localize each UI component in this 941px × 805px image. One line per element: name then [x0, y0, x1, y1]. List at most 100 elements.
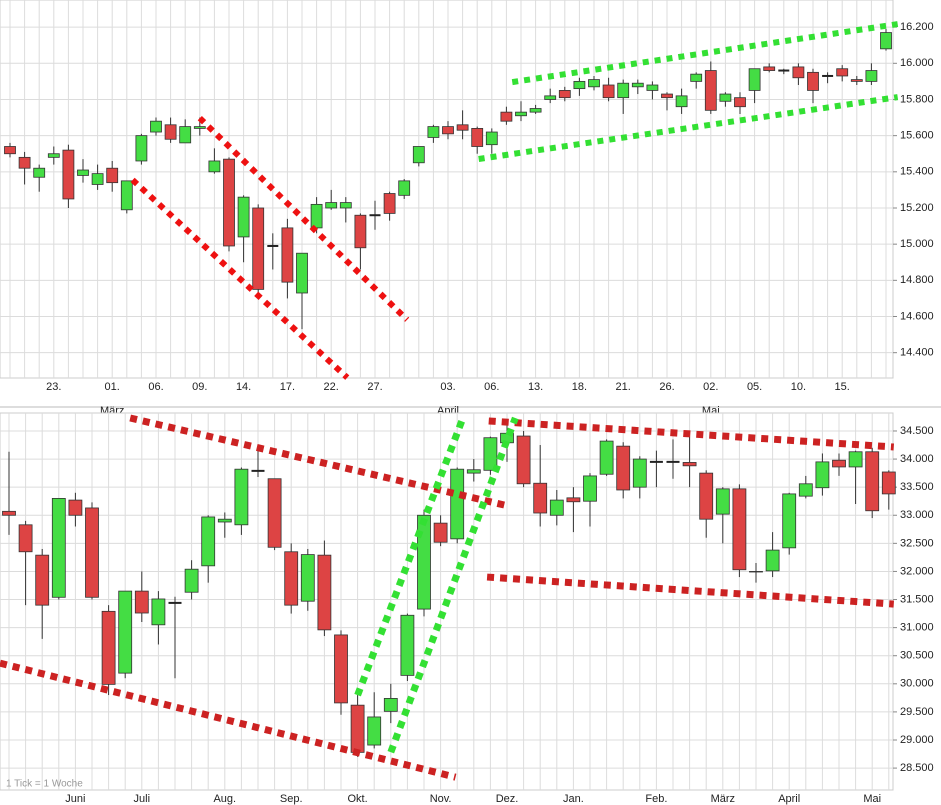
trend-line [478, 94, 899, 162]
candle-body [412, 146, 425, 164]
candle-body [573, 80, 586, 90]
x-tick-label: 10. [791, 381, 806, 393]
x-tick-label: April [778, 793, 800, 805]
candle-body [682, 462, 697, 467]
candle-body [558, 90, 571, 99]
candle-body [77, 169, 89, 176]
y-tick-label: 30.000 [900, 678, 934, 690]
y-tick-label: 14.800 [900, 274, 934, 286]
candle-body [367, 716, 382, 746]
candle-body [599, 440, 614, 475]
candle-body [617, 82, 630, 99]
y-tick-label: 33.500 [900, 481, 934, 493]
x-tick-label: 18. [572, 381, 587, 393]
candle-body [135, 135, 148, 162]
x-tick-label: Jan. [563, 793, 584, 805]
candle-body [515, 111, 527, 117]
trend-line [488, 417, 895, 451]
candle-body [675, 95, 688, 108]
candle-body [865, 451, 880, 512]
candle-body [690, 73, 703, 82]
candle-body [748, 68, 761, 91]
candle-body [18, 156, 31, 169]
x-tick-label: 17. [280, 381, 295, 393]
y-tick-label: 30.500 [900, 650, 934, 662]
candle-body [47, 153, 60, 158]
candle-body [749, 571, 763, 573]
y-tick-label: 29.000 [900, 734, 934, 746]
x-tick-label: 01. [105, 381, 120, 393]
candle-body [631, 82, 644, 88]
candle-body [602, 84, 615, 99]
candle-body [134, 590, 149, 614]
trend-line [130, 177, 350, 380]
y-tick-label: 15.600 [900, 130, 934, 142]
x-tick-label: Feb. [645, 793, 667, 805]
x-tick-label: 02. [703, 381, 718, 393]
y-tick-label: 28.500 [900, 762, 934, 774]
y-tick-label: 15.400 [900, 166, 934, 178]
candle-body [201, 516, 216, 567]
candle-body [383, 698, 398, 712]
candle-body [632, 458, 647, 488]
y-tick-label: 34.000 [900, 453, 934, 465]
candle-body [765, 549, 780, 572]
x-tick-label: 13. [528, 381, 543, 393]
candle-body [848, 451, 863, 468]
candle-body [566, 497, 581, 503]
candle-body [704, 70, 717, 111]
x-tick-label: Aug. [213, 793, 236, 805]
x-tick-label: 14. [236, 381, 251, 393]
candle-body [383, 193, 396, 214]
x-tick-label: Nov. [430, 793, 452, 805]
y-tick-label: 16.200 [900, 21, 934, 33]
candle-body [763, 66, 776, 71]
candle-body [18, 524, 33, 553]
candle-body [2, 510, 16, 516]
x-tick-label: 26. [659, 381, 674, 393]
candle-body [281, 227, 294, 283]
trend-line [354, 418, 466, 697]
candle-body [732, 488, 747, 571]
candle-body [339, 202, 352, 209]
x-tick-label: Mai [863, 793, 881, 805]
candle-body [850, 79, 863, 82]
candle-body [317, 554, 332, 631]
candle-body [184, 568, 199, 593]
candle-body [310, 203, 323, 229]
candle-body [533, 482, 548, 514]
candle-body [646, 84, 659, 91]
candle-body [334, 634, 348, 704]
x-tick-label: 15. [835, 381, 850, 393]
candle-body [500, 111, 513, 122]
candle-body [33, 167, 46, 178]
candle-body [51, 498, 66, 598]
candle-body [798, 483, 813, 497]
x-tick-label: 03. [440, 381, 455, 393]
candle-body [516, 435, 531, 485]
candle-body [734, 97, 746, 108]
candle-body [101, 610, 116, 685]
y-tick-label: 14.400 [900, 347, 934, 359]
y-tick-label: 15.200 [900, 202, 934, 214]
y-tick-label: 34.500 [900, 425, 934, 437]
candle-body [417, 514, 431, 610]
candle-body [193, 126, 206, 129]
x-tick-label: 06. [484, 381, 499, 393]
candle-body [35, 554, 50, 606]
candle-body [832, 459, 846, 468]
candle-body [616, 445, 631, 491]
candle-body [400, 614, 415, 676]
candle-body [300, 554, 315, 602]
y-tick-label: 15.000 [900, 238, 934, 250]
candle-body [151, 598, 166, 626]
candle-body [118, 590, 133, 674]
x-tick-label: Dez. [496, 793, 519, 805]
candle-body [234, 468, 249, 526]
candle-body [699, 472, 714, 520]
footnote: 1 Tick = 1 Woche [6, 779, 83, 790]
candle-body [4, 146, 16, 155]
x-tick-label: Sep. [280, 793, 303, 805]
candle-body [62, 149, 75, 200]
